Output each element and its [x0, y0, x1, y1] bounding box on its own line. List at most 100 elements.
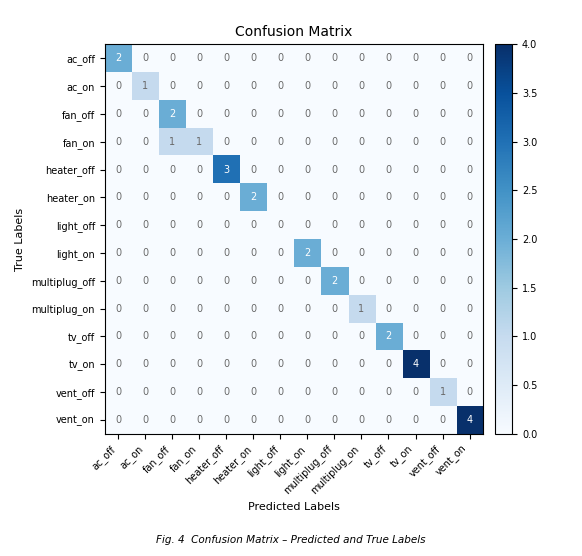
Text: 0: 0: [196, 81, 203, 91]
Text: 0: 0: [304, 387, 310, 397]
Text: 0: 0: [385, 53, 392, 63]
Text: 2: 2: [169, 109, 175, 119]
Text: 0: 0: [331, 53, 338, 63]
Text: 0: 0: [142, 304, 148, 314]
Text: 0: 0: [385, 276, 392, 286]
Text: 0: 0: [196, 192, 203, 202]
Text: 0: 0: [169, 387, 175, 397]
Text: 0: 0: [115, 137, 121, 147]
Text: 0: 0: [250, 53, 257, 63]
Text: 0: 0: [115, 387, 121, 397]
Text: 2: 2: [250, 192, 257, 202]
Text: 0: 0: [169, 359, 175, 369]
Text: 0: 0: [331, 359, 338, 369]
Text: 0: 0: [467, 359, 473, 369]
Text: 0: 0: [331, 415, 338, 425]
Text: 0: 0: [304, 53, 310, 63]
Text: 0: 0: [413, 165, 418, 175]
Text: 0: 0: [169, 248, 175, 258]
Text: 0: 0: [359, 276, 364, 286]
Text: 0: 0: [439, 165, 446, 175]
Text: 0: 0: [223, 304, 229, 314]
Text: 0: 0: [359, 248, 364, 258]
Text: 0: 0: [115, 331, 121, 341]
Text: 0: 0: [115, 304, 121, 314]
Text: 0: 0: [359, 192, 364, 202]
Text: 0: 0: [142, 248, 148, 258]
Text: 0: 0: [331, 165, 338, 175]
Text: 0: 0: [439, 304, 446, 314]
Text: 0: 0: [359, 415, 364, 425]
Text: 0: 0: [278, 359, 283, 369]
Text: 0: 0: [467, 248, 473, 258]
Text: 0: 0: [223, 137, 229, 147]
Text: 0: 0: [439, 192, 446, 202]
Text: 0: 0: [331, 304, 338, 314]
Text: 0: 0: [413, 137, 418, 147]
Text: 1: 1: [439, 387, 446, 397]
Text: 2: 2: [385, 331, 392, 341]
Text: 0: 0: [278, 276, 283, 286]
Text: 0: 0: [250, 304, 257, 314]
Text: 0: 0: [142, 276, 148, 286]
Text: 0: 0: [359, 359, 364, 369]
Text: 0: 0: [439, 248, 446, 258]
Text: 0: 0: [223, 53, 229, 63]
Text: 0: 0: [278, 304, 283, 314]
Text: 0: 0: [467, 387, 473, 397]
Text: 2: 2: [304, 248, 311, 258]
Text: 0: 0: [467, 109, 473, 119]
Text: 0: 0: [385, 304, 392, 314]
Text: 0: 0: [169, 165, 175, 175]
Text: 0: 0: [278, 165, 283, 175]
Text: 0: 0: [467, 137, 473, 147]
Text: 0: 0: [196, 331, 203, 341]
Text: 2: 2: [331, 276, 338, 286]
Text: 0: 0: [250, 415, 257, 425]
Text: 0: 0: [304, 276, 310, 286]
Text: 0: 0: [115, 248, 121, 258]
Text: 0: 0: [413, 220, 418, 230]
Text: 0: 0: [196, 165, 203, 175]
Text: 0: 0: [196, 248, 203, 258]
Text: 0: 0: [439, 220, 446, 230]
Text: 0: 0: [439, 331, 446, 341]
Text: 0: 0: [142, 359, 148, 369]
Text: 0: 0: [142, 220, 148, 230]
Text: 0: 0: [467, 276, 473, 286]
Text: 0: 0: [223, 81, 229, 91]
Text: 0: 0: [385, 192, 392, 202]
Text: Fig. 4  Confusion Matrix – Predicted and True Labels: Fig. 4 Confusion Matrix – Predicted and …: [156, 535, 426, 545]
Text: 0: 0: [304, 165, 310, 175]
Text: 0: 0: [467, 220, 473, 230]
Text: 0: 0: [304, 192, 310, 202]
Text: 0: 0: [413, 248, 418, 258]
Text: 0: 0: [385, 387, 392, 397]
Text: 2: 2: [115, 53, 122, 63]
Text: 0: 0: [467, 331, 473, 341]
Text: 0: 0: [196, 276, 203, 286]
Text: 0: 0: [223, 248, 229, 258]
Text: 0: 0: [359, 387, 364, 397]
Text: 0: 0: [142, 53, 148, 63]
Text: 0: 0: [250, 387, 257, 397]
Text: 0: 0: [359, 109, 364, 119]
Text: 0: 0: [142, 387, 148, 397]
Text: 0: 0: [169, 415, 175, 425]
Text: 0: 0: [304, 359, 310, 369]
Text: 0: 0: [115, 81, 121, 91]
Text: 0: 0: [385, 248, 392, 258]
Text: 0: 0: [359, 137, 364, 147]
Text: 0: 0: [250, 359, 257, 369]
Text: 0: 0: [413, 81, 418, 91]
Text: 0: 0: [142, 165, 148, 175]
Text: 0: 0: [385, 220, 392, 230]
Text: 0: 0: [439, 109, 446, 119]
Text: 0: 0: [250, 248, 257, 258]
Text: 0: 0: [304, 331, 310, 341]
Text: 0: 0: [169, 53, 175, 63]
Text: 0: 0: [115, 220, 121, 230]
Text: 0: 0: [196, 220, 203, 230]
Text: 0: 0: [169, 276, 175, 286]
Text: 0: 0: [278, 331, 283, 341]
